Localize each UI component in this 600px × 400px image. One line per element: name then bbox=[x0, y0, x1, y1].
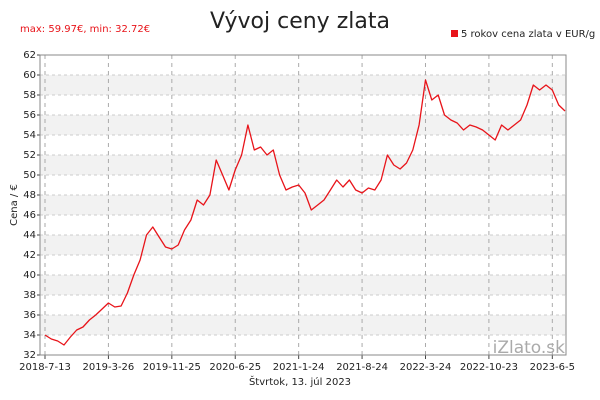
y-tick-label: 42 bbox=[23, 250, 36, 261]
y-tick-label: 44 bbox=[23, 230, 36, 241]
y-tick-label: 36 bbox=[23, 310, 36, 321]
y-tick-label: 52 bbox=[23, 150, 36, 161]
y-tick-label: 34 bbox=[23, 330, 36, 341]
band bbox=[40, 235, 566, 255]
x-tick-label: 2021-1-24 bbox=[273, 362, 325, 373]
x-tick-label: 2023-6-5 bbox=[530, 362, 575, 373]
x-axis-label: Štvrtok, 13. júl 2023 bbox=[249, 375, 351, 388]
y-tick-label: 58 bbox=[23, 90, 36, 101]
annotation: max: 59.97€, min: 32.72€ bbox=[20, 24, 150, 35]
line bbox=[44, 79, 566, 346]
band bbox=[40, 315, 566, 335]
chart-title: Vývoj ceny zlata bbox=[210, 9, 390, 34]
x-tick-label: 2019-11-25 bbox=[143, 362, 201, 373]
x-tick-label: 2018-7-13 bbox=[19, 362, 71, 373]
legend-swatch bbox=[451, 30, 458, 37]
x-tick-label: 2022-3-24 bbox=[400, 362, 452, 373]
x-tick-label: 2019-3-26 bbox=[83, 362, 135, 373]
y-tick-label: 56 bbox=[23, 110, 36, 121]
y-tick-label: 50 bbox=[23, 170, 36, 181]
band bbox=[40, 155, 566, 175]
y-tick-label: 40 bbox=[23, 270, 36, 281]
x-tick-label: 2020-6-25 bbox=[209, 362, 261, 373]
band bbox=[40, 75, 566, 95]
x-tick-label: 2022-10-23 bbox=[460, 362, 518, 373]
legend-label: 5 rokov cena zlata v EUR/g bbox=[461, 29, 595, 40]
band bbox=[40, 195, 566, 215]
y-tick-label: 32 bbox=[23, 350, 36, 361]
plot-frame bbox=[39, 54, 567, 356]
y-tick-label: 48 bbox=[23, 190, 36, 201]
y-tick-label: 46 bbox=[23, 210, 36, 221]
y-tick-label: 60 bbox=[23, 70, 36, 81]
y-axis-label: Cena / € bbox=[9, 184, 20, 226]
band bbox=[40, 115, 566, 135]
y-tick-label: 54 bbox=[23, 130, 36, 141]
band bbox=[40, 275, 566, 295]
x-tick-label: 2021-8-24 bbox=[336, 362, 388, 373]
watermark: iZlato.sk bbox=[493, 338, 566, 358]
y-tick-label: 38 bbox=[23, 290, 36, 301]
y-tick-label: 62 bbox=[23, 50, 36, 61]
